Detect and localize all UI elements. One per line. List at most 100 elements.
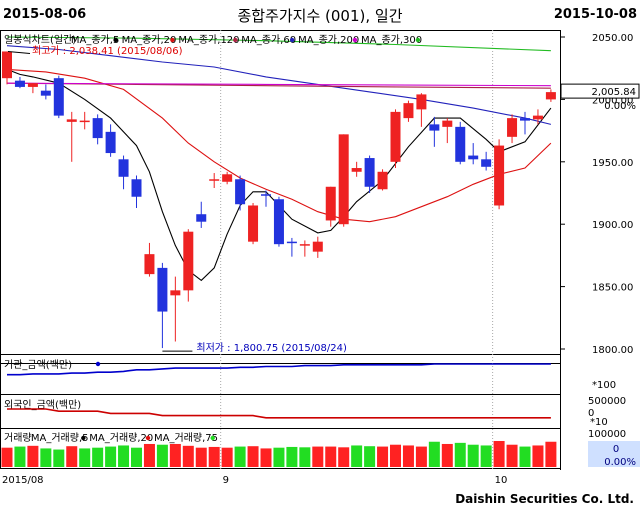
price-tick-label: 1950.00	[592, 158, 633, 169]
volume-bar	[182, 445, 194, 467]
ma-line	[6, 45, 552, 125]
candle-body	[442, 120, 453, 127]
candle-body	[209, 179, 220, 181]
candle-body	[545, 92, 556, 100]
candle-body	[325, 186, 336, 221]
ma-line	[6, 36, 551, 52]
volume-bar	[156, 444, 168, 467]
candle-body	[53, 78, 64, 116]
candle-body	[92, 118, 103, 139]
volume-bar	[221, 447, 233, 467]
candle-body	[338, 134, 349, 225]
candle-body	[481, 159, 492, 167]
candle-body	[455, 126, 466, 162]
volume-bar	[169, 443, 181, 467]
volume-bar	[338, 447, 350, 467]
volume-bar	[480, 445, 492, 467]
legend-marker	[289, 37, 295, 43]
candle-body	[468, 155, 479, 160]
low-price-note: 최저가 : 1,800.75 (2015/08/24)	[196, 342, 347, 354]
foreign-scale-label: *10	[590, 417, 608, 428]
price-legend-entry: MA_종가,120	[178, 34, 239, 46]
price-tick-label: 1850.00	[592, 283, 633, 294]
candle-body	[507, 118, 518, 137]
high-price-note: 최고가 : 2,038.41 (2015/08/06)	[32, 45, 183, 57]
candle-body	[532, 115, 543, 120]
high-pointer	[7, 50, 31, 54]
volume-last-change: 0.00%	[604, 457, 636, 468]
price-tick-label: 2000.00	[592, 95, 633, 106]
candle-body	[390, 111, 401, 162]
x-axis-label: 9	[223, 475, 229, 486]
price-legend-entry: MA_종가,300	[361, 34, 422, 46]
price-tick-label: 2050.00	[592, 33, 633, 44]
volume-bar	[40, 448, 52, 467]
volume-last-value: 0	[613, 444, 619, 455]
volume-bar	[260, 448, 272, 467]
volume-bar	[79, 448, 91, 467]
candle-body	[157, 267, 168, 312]
volume-bar	[53, 449, 65, 467]
volume-bar	[92, 447, 104, 467]
volume-bar	[27, 445, 39, 467]
volume-bar	[299, 447, 311, 467]
volume-bar	[364, 446, 376, 467]
candle-body	[494, 145, 505, 206]
candle-body	[377, 171, 388, 190]
volume-bar	[519, 446, 531, 467]
candle-body	[27, 83, 38, 87]
legend-marker	[113, 37, 118, 43]
candle-body	[66, 119, 77, 122]
volume-value-box	[588, 441, 640, 467]
volume-bar	[286, 446, 298, 467]
volume-bar	[545, 441, 557, 467]
volume-bar	[105, 446, 117, 467]
volume-bar	[1, 447, 13, 467]
candle-body	[351, 168, 362, 172]
volume-bar	[390, 444, 401, 467]
price-legend-entry: MA_종가,200	[298, 34, 359, 46]
volume-legend-entry: 거래량	[4, 432, 32, 444]
candle-body	[222, 174, 233, 182]
price-legend-entry: MA_종가,5	[71, 34, 119, 46]
candle-body	[520, 118, 530, 121]
x-axis-label: 2015/08	[2, 475, 44, 486]
candle-body	[235, 179, 246, 205]
volume-bar	[118, 445, 130, 467]
volume-legend-marker	[145, 435, 151, 441]
candle-body	[14, 80, 25, 87]
candle-body	[248, 205, 259, 242]
volume-legend-entry: MA_거래량,75	[154, 432, 218, 444]
foreign-line	[7, 408, 551, 419]
volume-bar	[415, 446, 427, 467]
volume-legend-marker	[81, 435, 86, 441]
volume-bar	[493, 441, 505, 467]
volume-legend-entry: MA_거래량,20	[89, 432, 153, 444]
candle-body	[196, 214, 207, 222]
candle-body	[118, 159, 129, 177]
candle-body	[364, 158, 375, 187]
candle-body	[79, 120, 90, 123]
candle-body	[170, 290, 181, 296]
volume-bar	[402, 445, 414, 467]
volume-bar	[467, 444, 479, 467]
volume-bar	[273, 447, 285, 467]
volume-bar	[208, 446, 220, 467]
volume-bar	[195, 447, 207, 467]
candle-body	[40, 90, 51, 96]
volume-bar	[428, 441, 440, 467]
volume-bar	[66, 446, 78, 467]
start-date: 2015-08-06	[3, 7, 87, 22]
last-price-change: 0.00%	[604, 101, 636, 112]
candle-body	[131, 179, 142, 197]
candle-body	[286, 241, 297, 244]
last-price-label: 2,005.84	[591, 87, 636, 98]
candle-body	[403, 103, 414, 119]
volume-bar	[377, 446, 389, 467]
foreign-legend-label: 외국인_금액(백만)	[4, 399, 81, 411]
volume-bar	[247, 446, 259, 467]
volume-bar	[506, 444, 518, 467]
price-legend-entry: 일봉식차트(일간)	[4, 34, 76, 46]
volume-bar	[325, 446, 337, 467]
